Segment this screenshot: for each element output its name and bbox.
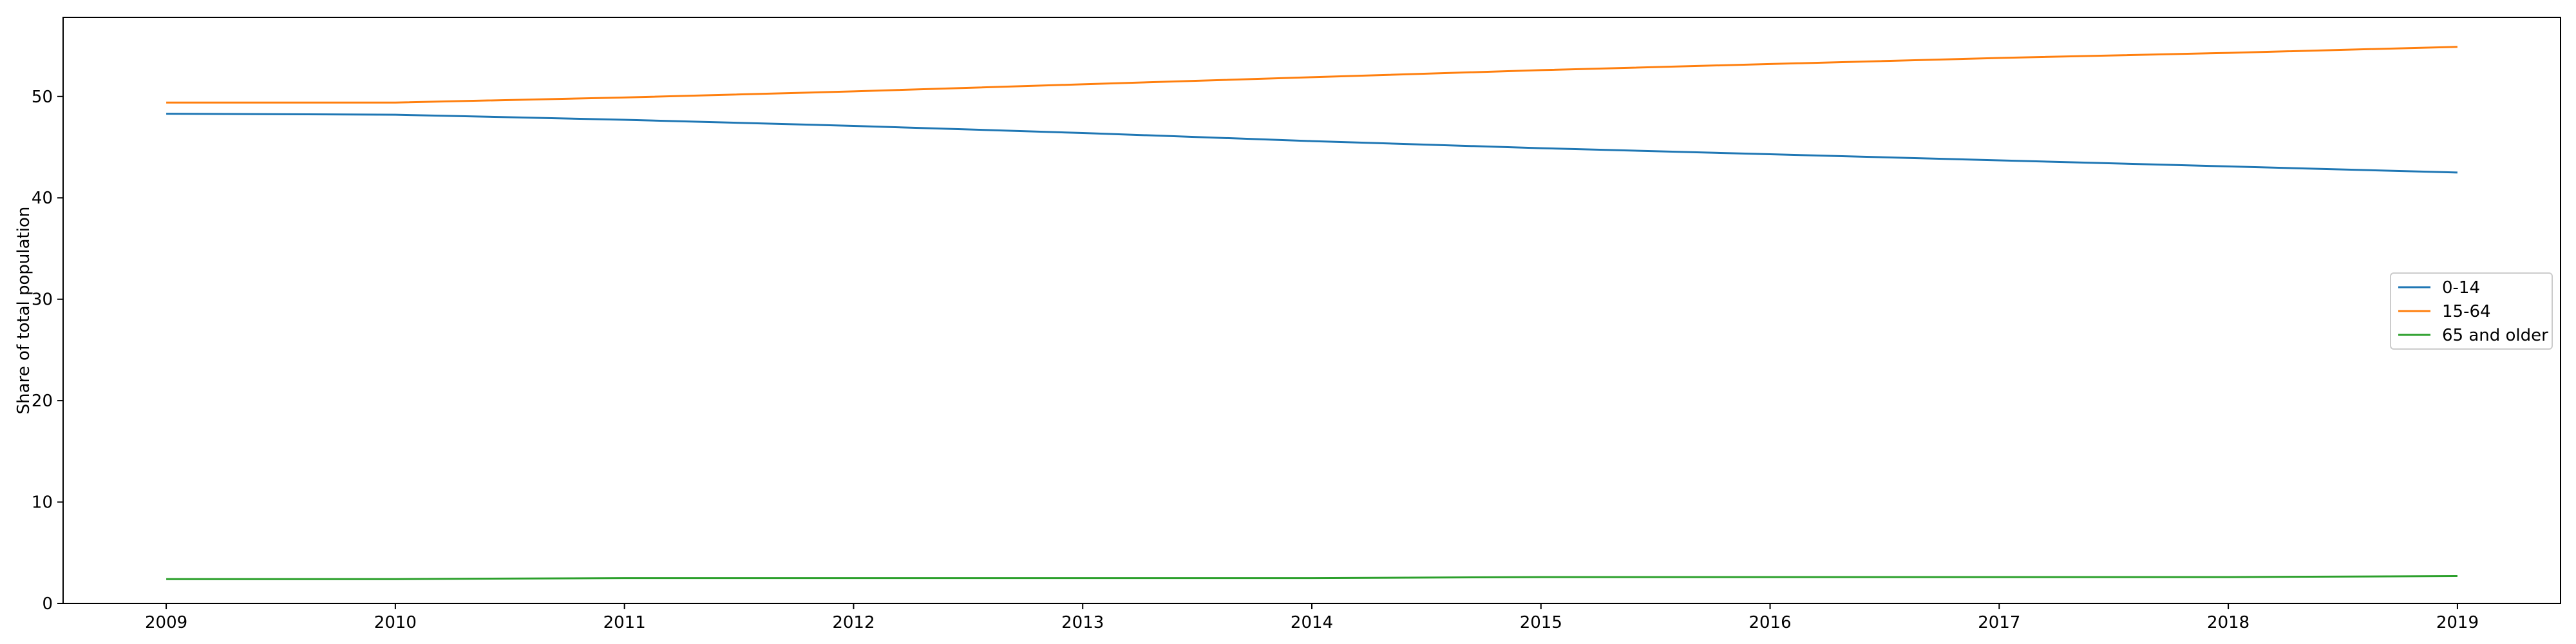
y-axis: 0 10 20 30 40 50	[32, 88, 63, 614]
x-tick-label: 2014	[1291, 613, 1333, 632]
x-tick-label: 2016	[1748, 613, 1791, 632]
plot-frame	[62, 17, 2561, 604]
x-tick-label: 2017	[1978, 613, 2020, 632]
series-layer	[166, 46, 2458, 580]
series-line-0-14	[166, 113, 2458, 174]
legend: 0-14 15-64 65 and older	[2390, 272, 2553, 350]
legend-label: 65 and older	[2442, 326, 2548, 345]
legend-label: 0-14	[2442, 278, 2480, 298]
y-tick-label: 40	[32, 189, 53, 208]
x-axis: 2009 2010 2011 2012 2013 2014 2015 2016 2017 2018…	[145, 603, 2479, 632]
x-tick-label: 2010	[374, 613, 417, 632]
y-tick-label: 20	[32, 392, 53, 411]
x-tick-label: 2012	[832, 613, 875, 632]
x-tick-label: 2013	[1061, 613, 1104, 632]
x-tick-label: 2015	[1520, 613, 1562, 632]
y-tick-label: 50	[32, 88, 53, 107]
x-tick-label: 2011	[603, 613, 646, 632]
y-tick-label: 0	[42, 594, 53, 614]
y-tick-label: 10	[32, 493, 53, 513]
x-tick-label: 2009	[145, 613, 187, 632]
y-axis-label: Share of total population	[14, 207, 33, 415]
x-tick-label: 2018	[2207, 613, 2249, 632]
y-tick-label: 30	[32, 290, 53, 310]
series-line-15-64	[166, 46, 2458, 104]
legend-label: 15-64	[2442, 302, 2491, 321]
legend-box	[2390, 272, 2553, 350]
series-line-65-and-older	[166, 575, 2458, 580]
x-tick-label: 2019	[2436, 613, 2479, 632]
